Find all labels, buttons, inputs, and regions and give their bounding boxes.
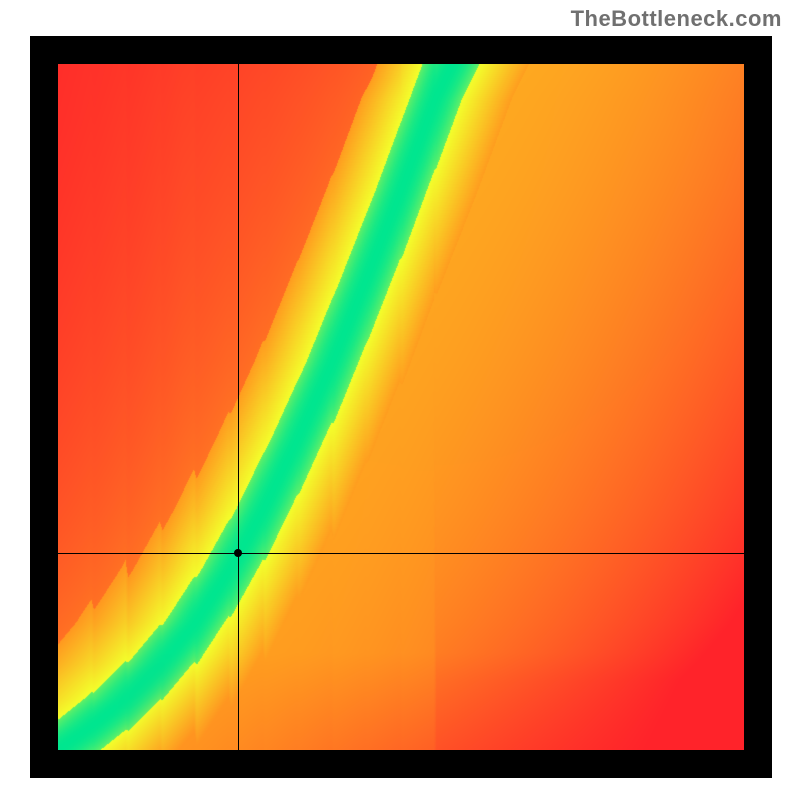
- chart-container: TheBottleneck.com: [0, 0, 800, 800]
- watermark-text: TheBottleneck.com: [571, 6, 782, 32]
- heatmap-canvas: [58, 64, 744, 750]
- heatmap-plot: [58, 64, 744, 750]
- plot-frame: [30, 36, 772, 778]
- crosshair-horizontal: [58, 553, 744, 554]
- crosshair-marker: [234, 549, 242, 557]
- crosshair-vertical: [238, 64, 239, 750]
